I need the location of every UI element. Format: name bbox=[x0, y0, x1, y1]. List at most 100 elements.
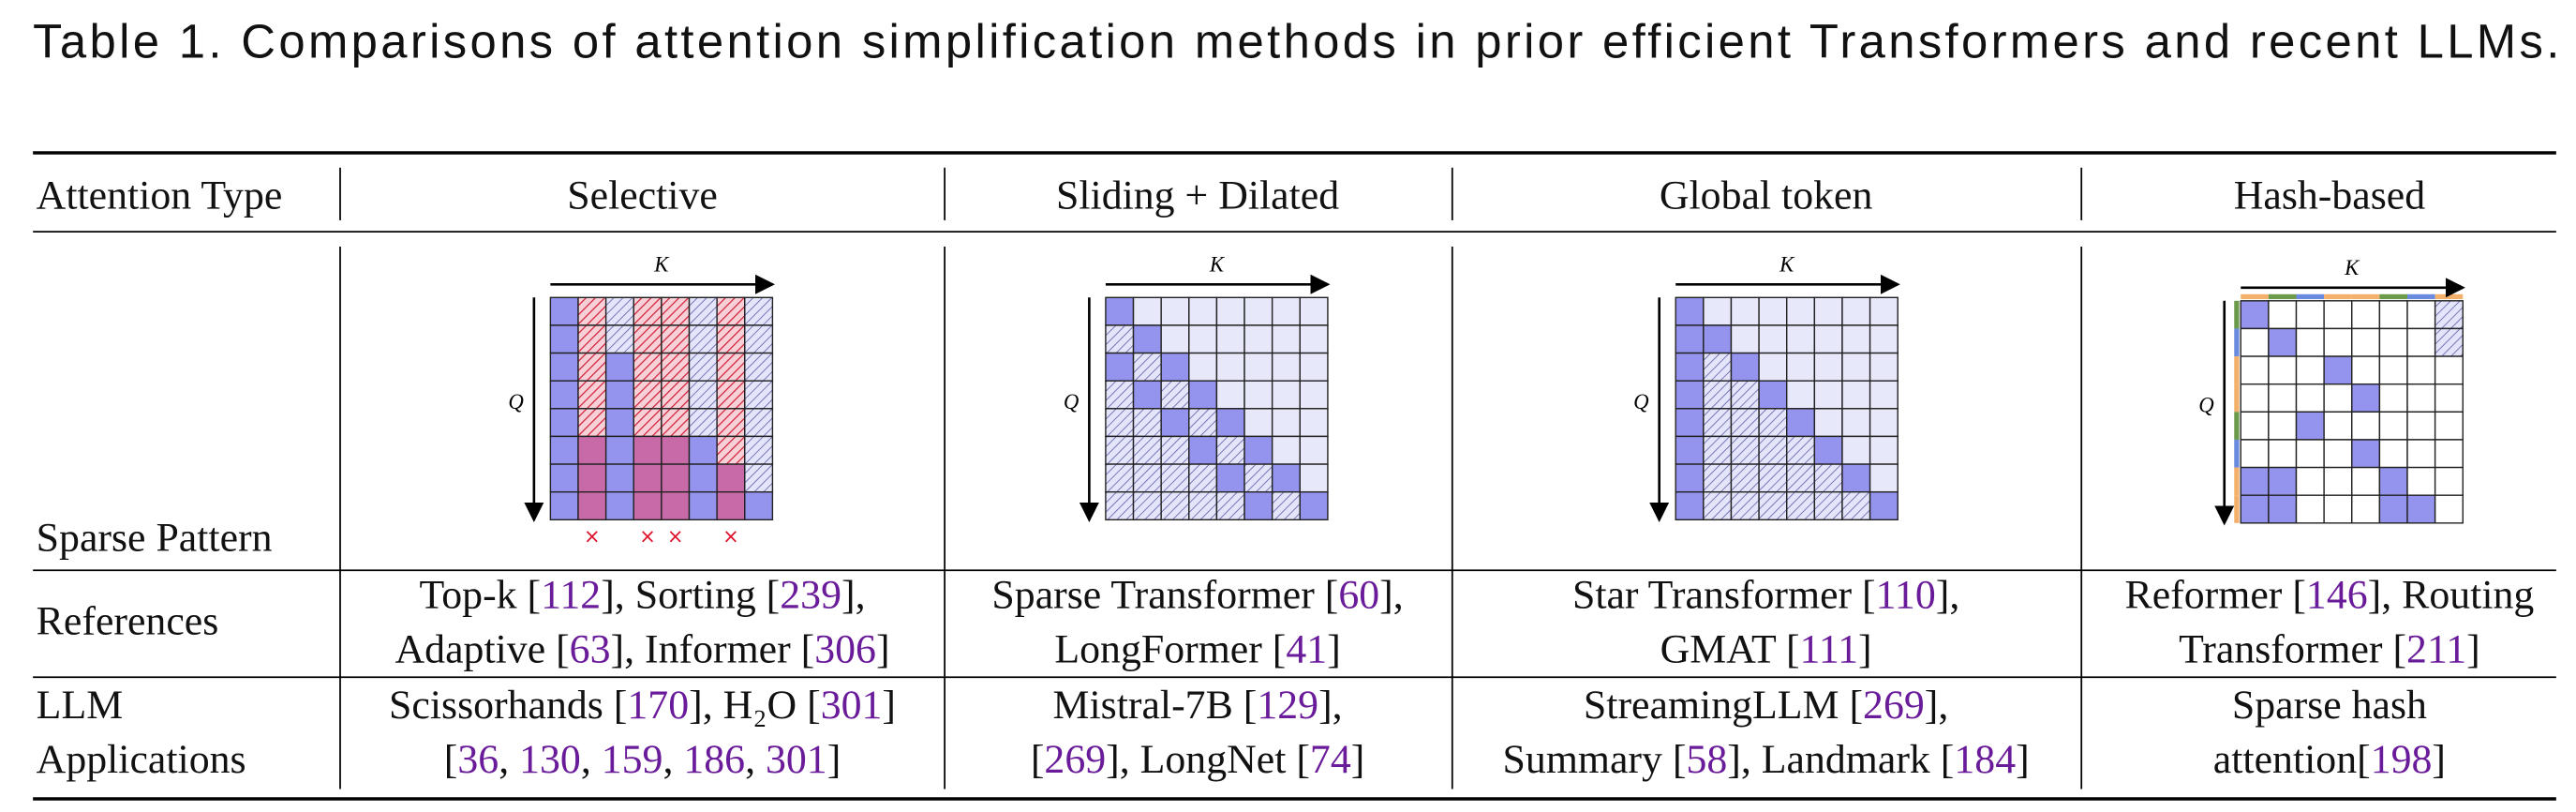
grid-cell bbox=[1869, 435, 1898, 465]
grid-cell bbox=[2295, 439, 2325, 469]
grid-cell bbox=[1105, 352, 1135, 382]
dropped-mark: × bbox=[722, 524, 739, 548]
row-label: Applications bbox=[37, 737, 246, 782]
grid-cell bbox=[1132, 324, 1162, 354]
citation: 306 bbox=[814, 626, 876, 671]
citation: 63 bbox=[570, 626, 611, 671]
grid-cell bbox=[1299, 463, 1329, 493]
pattern-diagram: KQ bbox=[2198, 256, 2465, 526]
grid-cell bbox=[1675, 490, 1705, 521]
cell-line: Summary [58], Landmark [184] bbox=[1503, 737, 2030, 782]
grid-cell bbox=[744, 463, 774, 493]
grid-cell bbox=[2240, 494, 2270, 524]
grid-cell bbox=[1730, 296, 1760, 326]
text-part: ] bbox=[882, 683, 896, 728]
grid-cell bbox=[1243, 490, 1273, 521]
cell-line: Top-k [112], Sorting [239], bbox=[420, 573, 866, 618]
grid-cell bbox=[744, 296, 774, 326]
grid-cell bbox=[2295, 327, 2325, 357]
grid-cell bbox=[2268, 383, 2298, 414]
grid-cell bbox=[2378, 355, 2408, 385]
header-cell: Attention Type bbox=[37, 173, 283, 218]
key-label: K bbox=[653, 252, 670, 276]
citation: 58 bbox=[1686, 737, 1727, 782]
grid-cell bbox=[1675, 324, 1705, 354]
grid-cell bbox=[1160, 490, 1190, 521]
grid-cell bbox=[2240, 327, 2270, 357]
grid-cell bbox=[1758, 435, 1788, 465]
grid-cell bbox=[1299, 435, 1329, 465]
text-part: ], bbox=[1936, 573, 1960, 618]
grid-cell bbox=[1299, 352, 1329, 382]
grid-cell bbox=[1299, 408, 1329, 438]
grid-cell bbox=[1188, 408, 1218, 438]
grid-cell bbox=[2295, 466, 2325, 496]
grid-cell bbox=[1786, 463, 1816, 493]
text-part: Sparse hash bbox=[2232, 683, 2427, 728]
grid-cell bbox=[1299, 324, 1329, 354]
citation: 146 bbox=[2306, 573, 2368, 618]
grid-cell bbox=[2434, 411, 2464, 441]
grid-cell bbox=[1160, 296, 1190, 326]
grid-cell bbox=[549, 408, 579, 438]
grid-cell bbox=[1132, 352, 1162, 382]
text-part: [ bbox=[1031, 737, 1045, 782]
grid-cell bbox=[688, 463, 718, 493]
grid-cell bbox=[577, 352, 607, 382]
cell-line: Adaptive [63], Informer [306] bbox=[395, 626, 890, 671]
grid-cell bbox=[1758, 324, 1788, 354]
text-part: ] bbox=[2432, 737, 2446, 782]
grid-cell bbox=[1188, 380, 1218, 410]
grid-cell bbox=[604, 296, 634, 326]
cell-line: Sparse hash bbox=[2232, 683, 2427, 728]
grid-cell bbox=[744, 435, 774, 465]
grid-cell bbox=[716, 296, 746, 326]
grid-cell bbox=[2323, 439, 2353, 469]
grid-cell bbox=[1243, 296, 1273, 326]
bucket-bar bbox=[2241, 293, 2269, 300]
grid-cell bbox=[1160, 352, 1190, 382]
grid-cell bbox=[688, 296, 718, 326]
text-part: LongFormer [ bbox=[1054, 626, 1286, 671]
grid-cell bbox=[2323, 494, 2353, 524]
grid-cell bbox=[716, 352, 746, 382]
grid-cell bbox=[1730, 352, 1760, 382]
grid-cell bbox=[1188, 296, 1218, 326]
row-label: References bbox=[37, 599, 219, 644]
grid-cell bbox=[716, 380, 746, 410]
query-label: Q bbox=[1064, 390, 1080, 414]
query-label: Q bbox=[508, 390, 524, 414]
header-cell: Global token bbox=[1660, 173, 1873, 218]
citation: 110 bbox=[1876, 573, 1936, 618]
dropped-mark: × bbox=[667, 524, 684, 548]
grid-cell bbox=[661, 490, 691, 521]
text-part: , bbox=[745, 737, 766, 782]
grid-cell bbox=[1675, 463, 1705, 493]
grid-cell bbox=[2268, 466, 2298, 496]
grid-cell bbox=[1160, 435, 1190, 465]
grid-cell bbox=[2351, 411, 2381, 441]
grid-cell bbox=[633, 380, 663, 410]
bucket-bar bbox=[2407, 293, 2435, 300]
grid-cell bbox=[1299, 490, 1329, 521]
grid-cell bbox=[604, 490, 634, 521]
key-label: K bbox=[2344, 256, 2360, 279]
grid-cell bbox=[1132, 296, 1162, 326]
text-part: ], Informer [ bbox=[611, 626, 815, 671]
grid-cell bbox=[1215, 490, 1245, 521]
grid-cell bbox=[2268, 439, 2298, 469]
citation: 301 bbox=[766, 737, 827, 782]
text-part: ], Landmark [ bbox=[1727, 737, 1954, 782]
cell-line: Reformer [146], Routing bbox=[2125, 573, 2535, 618]
grid-cell bbox=[1758, 296, 1788, 326]
grid-cell bbox=[2434, 383, 2464, 414]
grid-cell bbox=[1730, 380, 1760, 410]
text-part: ], LongNet [ bbox=[1106, 737, 1310, 782]
text-part: , bbox=[581, 737, 602, 782]
citation: 112 bbox=[541, 573, 601, 618]
grid-cell bbox=[2268, 327, 2298, 357]
grid-cell bbox=[1703, 435, 1733, 465]
grid-cell bbox=[2295, 355, 2325, 385]
grid-cell bbox=[2268, 494, 2298, 524]
grid-cell bbox=[661, 296, 691, 326]
